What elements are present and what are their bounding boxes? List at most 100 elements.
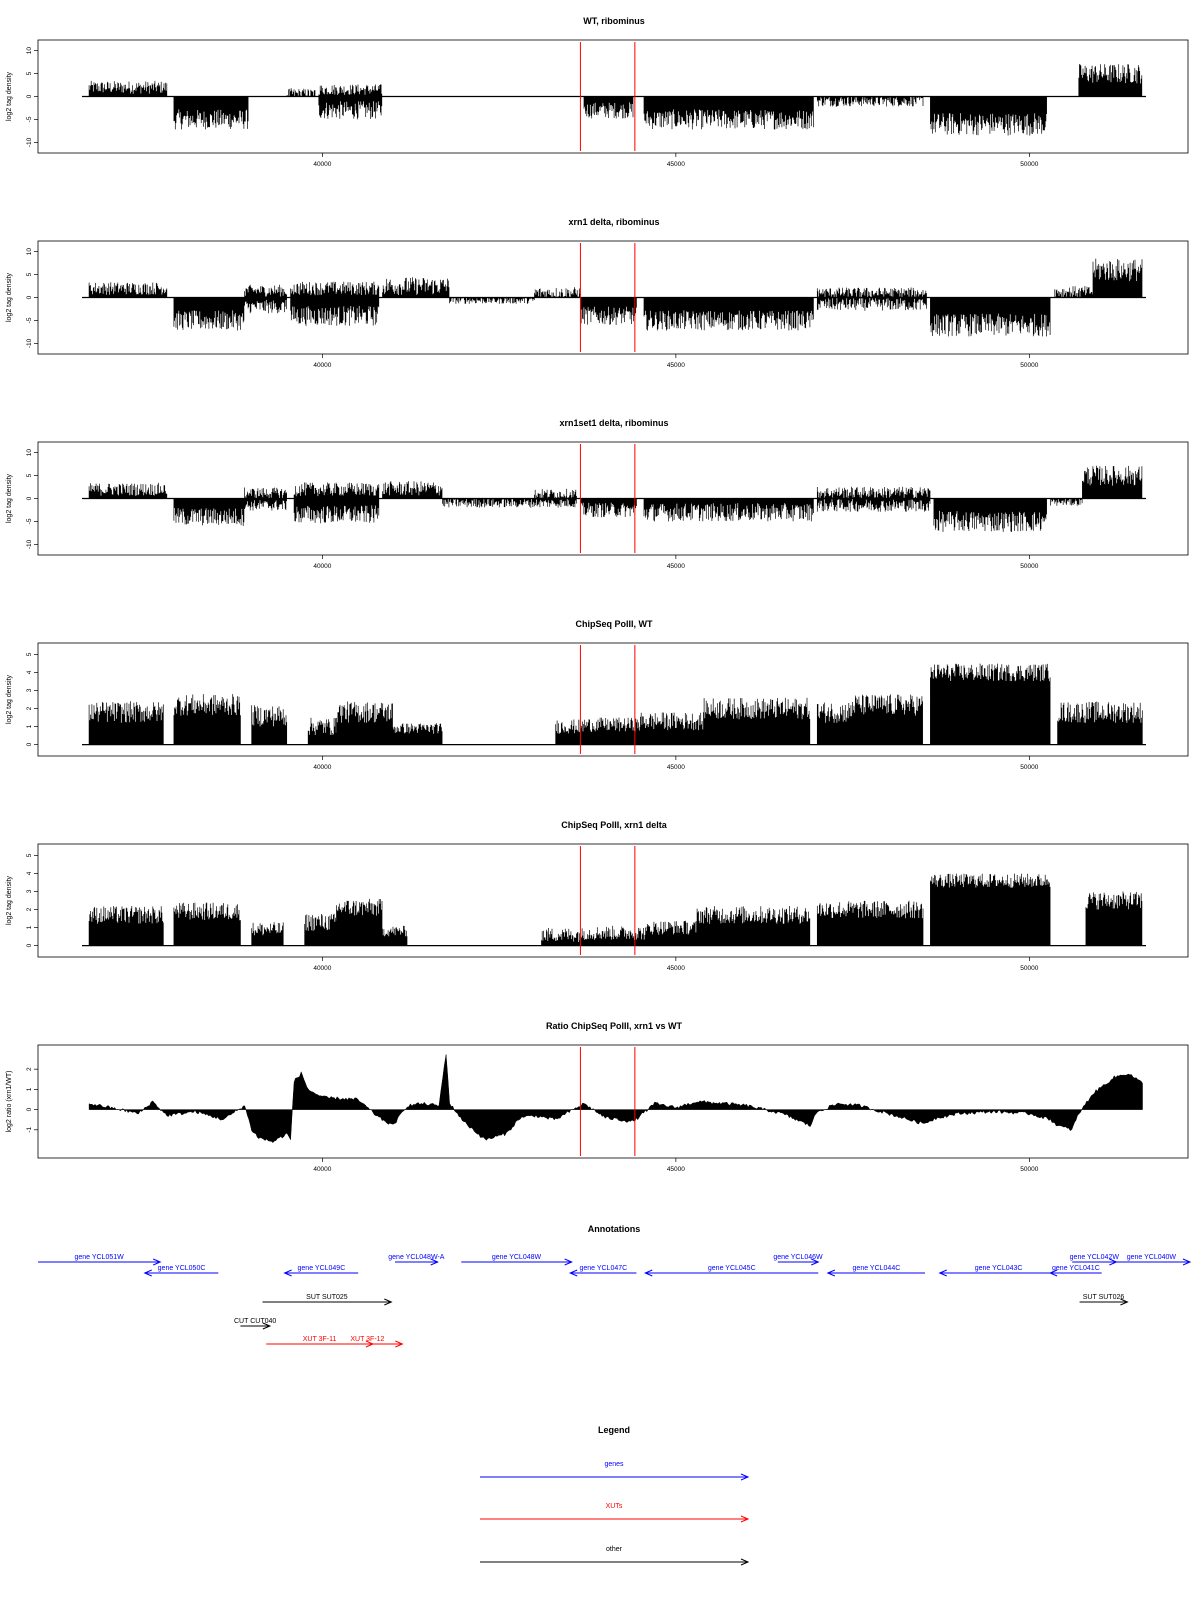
- y-tick-label: 3: [26, 688, 33, 692]
- legend: Legend genes XUTs other: [480, 1425, 750, 1566]
- legend-entry: other: [480, 1546, 750, 1566]
- y-axis-label: log2 tag density: [6, 71, 13, 121]
- feature-arrow-head: [283, 1269, 292, 1277]
- x-tick-label: 50000: [1020, 764, 1038, 771]
- x-tick-label: 50000: [1020, 161, 1038, 168]
- x-tick-label: 50000: [1020, 1166, 1038, 1173]
- y-tick-label: 1: [26, 724, 33, 728]
- feature-arrow-head: [644, 1269, 653, 1277]
- y-tick-label: 10: [26, 248, 33, 256]
- data-marks: [82, 873, 1146, 947]
- feature-label: gene YCL047C: [579, 1265, 627, 1272]
- data-marks: [82, 64, 1146, 136]
- x-tick-label: 40000: [313, 764, 331, 771]
- y-tick-label: 2: [26, 1067, 33, 1071]
- legend-arrow-head: [740, 1515, 750, 1523]
- y-tick-label: -5: [26, 317, 33, 323]
- density-bars: [88, 64, 1143, 136]
- feature-arrow-head: [568, 1269, 578, 1277]
- y-tick-label: -10: [26, 338, 33, 348]
- annotation-feature: gene YCL049C: [283, 1265, 359, 1277]
- annotation-feature: CUT CUT040: [234, 1318, 276, 1330]
- x-tick-label: 40000: [313, 965, 331, 972]
- feature-arrow-head: [826, 1269, 836, 1277]
- legend-title: Legend: [598, 1425, 630, 1435]
- panel-5: ChipSeq PolII, xrn1 delta log2 tag densit…: [6, 820, 1189, 972]
- panel-title: Ratio ChipSeq PolII, xrn1 vs WT: [546, 1021, 683, 1031]
- feature-label: gene YCL049C: [298, 1265, 346, 1272]
- plot-frame: [37, 1044, 1189, 1159]
- data-marks: [82, 465, 1146, 532]
- data-marks: [88, 1054, 1143, 1143]
- feature-arrow-head: [143, 1269, 152, 1277]
- ratio-area: [88, 1054, 1143, 1143]
- legend-arrow-head: [740, 1558, 750, 1566]
- annotation-feature: gene YCL047C: [568, 1265, 637, 1277]
- legend-arrow-head: [740, 1473, 750, 1481]
- y-axis-label: log2 tag density: [6, 272, 13, 322]
- y-tick-label: 0: [26, 94, 33, 98]
- legend-label: genes: [604, 1461, 624, 1468]
- feature-arrow-head: [262, 1322, 272, 1330]
- density-bars: [88, 873, 1143, 946]
- panel-2: xrn1 delta, ribominus log2 tag density -10…: [6, 217, 1189, 369]
- panel-title: xrn1set1 delta, ribominus: [559, 418, 668, 428]
- feature-label: gene YCL041C: [1052, 1265, 1100, 1272]
- annotations-title: Annotations: [588, 1224, 641, 1234]
- legend-label: other: [606, 1546, 623, 1553]
- y-tick-label: 10: [26, 449, 33, 457]
- feature-arrow-head: [1048, 1269, 1058, 1277]
- y-tick-label: 2: [26, 706, 33, 710]
- y-tick-label: 5: [26, 272, 33, 276]
- x-tick-label: 50000: [1020, 362, 1038, 369]
- y-tick-label: 5: [26, 473, 33, 477]
- y-tick-label: -1: [26, 1127, 33, 1133]
- feature-label: gene YCL045C: [708, 1265, 756, 1272]
- data-marks: [82, 663, 1146, 746]
- y-tick-label: 2: [26, 907, 33, 911]
- density-bars: [88, 258, 1143, 337]
- x-tick-label: 45000: [667, 1166, 685, 1173]
- legend-label: XUTs: [606, 1503, 623, 1510]
- x-tick-label: 40000: [313, 161, 331, 168]
- feature-label: CUT CUT040: [234, 1318, 276, 1325]
- annotation-feature: gene YCL051W: [38, 1254, 162, 1266]
- feature-label: XUT 3F-11: [303, 1336, 337, 1343]
- feature-label: gene YCL044C: [853, 1265, 901, 1272]
- feature-arrow-head: [938, 1269, 947, 1277]
- feature-arrow-head: [384, 1298, 393, 1306]
- annotation-feature: gene YCL043C: [938, 1265, 1058, 1277]
- panel-title: ChipSeq PolII, WT: [576, 619, 653, 629]
- feature-label: SUT SUT026: [1083, 1294, 1125, 1301]
- y-tick-label: 3: [26, 889, 33, 893]
- y-axis-label: log2 tag density: [6, 875, 13, 925]
- y-tick-label: -10: [26, 137, 33, 147]
- annotation-feature: gene YCL040W: [1112, 1254, 1192, 1266]
- x-tick-label: 40000: [313, 1166, 331, 1173]
- feature-arrow-head: [1120, 1298, 1129, 1306]
- y-tick-label: 5: [26, 853, 33, 857]
- panel-4: ChipSeq PolII, WT log2 tag density 0 1 2 3 4 5 4…: [6, 619, 1189, 771]
- annotation-feature: SUT SUT026: [1079, 1294, 1129, 1306]
- density-bars: [88, 465, 1143, 532]
- feature-arrow-head: [152, 1258, 162, 1266]
- x-tick-label: 40000: [313, 563, 331, 570]
- y-tick-label: 0: [26, 1107, 33, 1111]
- annotation-feature: XUT 3F-12: [332, 1336, 404, 1348]
- panel-title: xrn1 delta, ribominus: [568, 217, 659, 227]
- annotation-feature: gene YCL042W: [1070, 1254, 1119, 1266]
- annotation-feature: gene YCL045C: [644, 1265, 819, 1277]
- annotation-feature: gene YCL048W: [461, 1254, 573, 1266]
- y-tick-label: 4: [26, 871, 33, 875]
- feature-label: gene YCL046W: [773, 1254, 823, 1261]
- panel-title: WT, ribominus: [583, 16, 645, 26]
- y-tick-label: 5: [26, 71, 33, 75]
- feature-label: XUT 3F-12: [350, 1336, 384, 1343]
- y-tick-label: 1: [26, 925, 33, 929]
- y-axis-label: log2 tag density: [6, 674, 13, 724]
- annotation-feature: gene YCL048W-A: [388, 1254, 445, 1266]
- panel-title: ChipSeq PolII, xrn1 delta: [561, 820, 668, 830]
- feature-arrow-head: [430, 1258, 439, 1266]
